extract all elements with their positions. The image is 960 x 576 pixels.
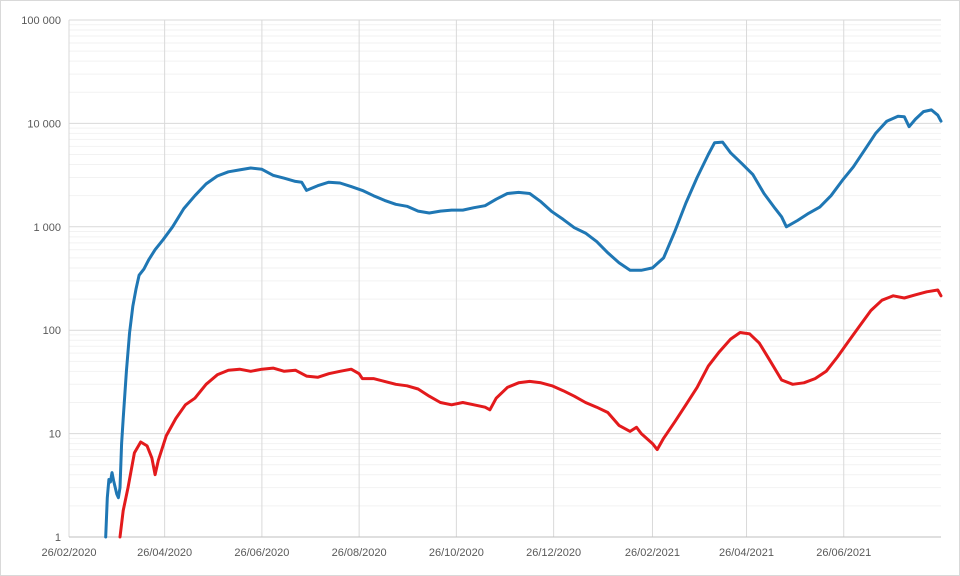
x-tick-label: 26/06/2021 <box>816 547 871 559</box>
series-line-1 <box>104 108 943 539</box>
x-tick-label: 26/02/2021 <box>625 547 680 559</box>
x-tick-label: 26/08/2020 <box>332 547 387 559</box>
y-tick-label: 100 <box>43 325 61 337</box>
x-tick-label: 26/06/2020 <box>234 547 289 559</box>
y-tick-label: 1 <box>55 532 61 544</box>
y-tick-label: 1 000 <box>33 222 61 234</box>
x-tick-label: 26/12/2020 <box>526 547 581 559</box>
y-tick-label: 10 000 <box>27 118 61 130</box>
tick-labels: 1 10 100 1 000 10 000 100 000 26/02/2020 26/04/… <box>21 15 871 559</box>
x-tick-label: 26/10/2020 <box>429 547 484 559</box>
series-lines <box>104 108 943 539</box>
grid <box>68 19 941 538</box>
x-tick-label: 26/02/2020 <box>41 547 96 559</box>
x-tick-label: 26/04/2020 <box>137 547 192 559</box>
y-tick-label: 100 000 <box>21 15 61 27</box>
series-line-2 <box>118 288 943 539</box>
x-tick-label: 26/04/2021 <box>719 547 774 559</box>
y-tick-label: 10 <box>49 429 61 441</box>
